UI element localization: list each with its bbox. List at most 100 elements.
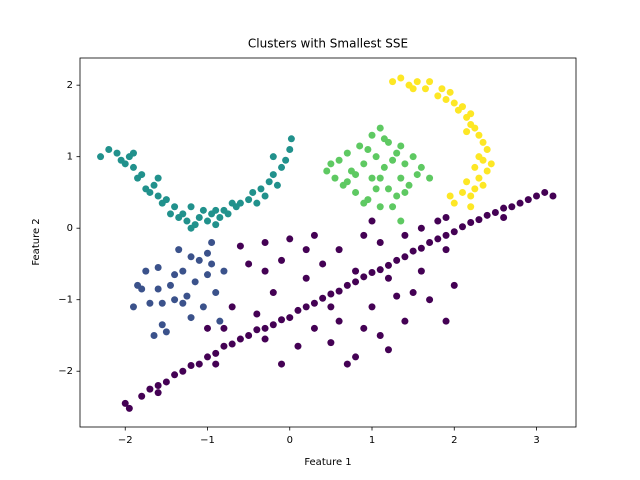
point xyxy=(257,185,265,193)
point xyxy=(294,306,302,314)
point xyxy=(389,203,397,211)
point xyxy=(245,260,253,268)
point xyxy=(372,185,380,193)
point xyxy=(368,174,376,182)
x-tick-label: 0 xyxy=(287,435,293,446)
point xyxy=(397,174,405,182)
point xyxy=(376,174,384,182)
point xyxy=(397,74,405,82)
y-tick-label: −1 xyxy=(58,295,73,306)
x-axis-label: Feature 1 xyxy=(304,457,351,468)
point xyxy=(310,231,318,239)
point xyxy=(409,85,417,93)
point xyxy=(458,103,466,111)
point xyxy=(105,146,113,154)
x-tick-label: −2 xyxy=(118,435,133,446)
point xyxy=(310,299,318,307)
point xyxy=(475,174,483,182)
point xyxy=(368,269,376,277)
point xyxy=(533,192,541,200)
point xyxy=(397,142,405,150)
point xyxy=(253,310,261,318)
point xyxy=(97,153,105,161)
point xyxy=(384,274,392,282)
point xyxy=(384,185,392,193)
point xyxy=(150,331,158,339)
point xyxy=(142,267,150,275)
point xyxy=(203,353,211,361)
point xyxy=(232,203,240,211)
point xyxy=(442,246,450,254)
point xyxy=(203,249,211,257)
point xyxy=(287,135,295,143)
point xyxy=(413,171,421,179)
point xyxy=(360,273,368,281)
point xyxy=(327,160,335,168)
point xyxy=(426,78,434,86)
point xyxy=(179,267,187,275)
point xyxy=(319,294,327,302)
point xyxy=(393,256,401,264)
point xyxy=(265,178,273,186)
point xyxy=(154,192,162,200)
point xyxy=(179,367,187,375)
point xyxy=(203,271,211,279)
point xyxy=(417,244,425,252)
chart-title: Clusters with Smallest SSE xyxy=(248,37,408,51)
point xyxy=(158,321,166,329)
point xyxy=(450,199,458,207)
point xyxy=(154,389,162,397)
point xyxy=(327,303,335,311)
point xyxy=(500,213,508,221)
point xyxy=(471,124,479,132)
point xyxy=(442,231,450,239)
point xyxy=(261,335,269,343)
point xyxy=(195,256,203,264)
point xyxy=(475,153,483,161)
point xyxy=(434,235,442,243)
point xyxy=(278,316,286,324)
point xyxy=(282,156,290,164)
point xyxy=(364,146,372,154)
point xyxy=(409,247,417,255)
point xyxy=(417,224,425,232)
point xyxy=(162,378,170,386)
point xyxy=(228,303,236,311)
point xyxy=(278,360,286,368)
point xyxy=(187,224,195,232)
point xyxy=(343,281,351,289)
point xyxy=(208,260,216,268)
point xyxy=(372,153,380,161)
point xyxy=(261,267,269,275)
x-tick-label: 2 xyxy=(451,435,457,446)
point xyxy=(458,223,466,231)
point xyxy=(463,128,471,136)
point xyxy=(261,239,269,246)
point xyxy=(405,181,413,189)
point xyxy=(446,88,454,96)
point xyxy=(195,213,203,221)
point xyxy=(150,181,158,189)
point xyxy=(409,289,417,297)
point xyxy=(409,153,417,161)
point xyxy=(286,146,294,154)
point xyxy=(508,203,516,211)
point xyxy=(146,385,154,393)
point xyxy=(220,342,228,350)
point xyxy=(401,317,409,325)
point xyxy=(125,404,133,412)
point xyxy=(224,210,232,218)
point xyxy=(467,110,475,118)
point xyxy=(245,331,253,339)
point xyxy=(220,267,228,275)
point xyxy=(179,210,187,218)
point xyxy=(154,264,162,272)
point xyxy=(249,188,257,196)
point xyxy=(380,135,388,143)
point xyxy=(175,246,183,254)
point xyxy=(475,216,483,224)
point xyxy=(467,192,475,200)
point xyxy=(500,204,508,212)
point xyxy=(491,208,499,216)
point xyxy=(483,167,491,175)
